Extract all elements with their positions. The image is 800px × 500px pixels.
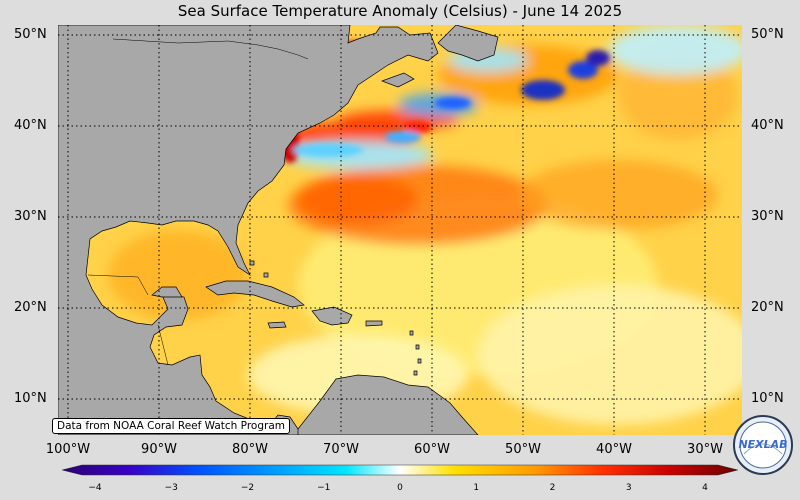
north-america [58, 25, 439, 435]
nexlab-logo: NEXLAB [733, 415, 793, 475]
lat-label-left: 30°N [14, 209, 47, 224]
lat-label-left: 50°N [14, 27, 47, 42]
lat-label-right: 10°N [751, 391, 784, 406]
lat-label-right: 50°N [751, 27, 784, 42]
colorbar-tick: −1 [317, 483, 331, 493]
lon-label: 80°W [232, 442, 268, 457]
colorbar [62, 464, 738, 476]
logo-text: NEXLAB [738, 438, 787, 451]
colorbar-fill [62, 464, 738, 476]
land [58, 25, 499, 435]
south-america [297, 374, 479, 435]
lon-label: 70°W [323, 442, 359, 457]
yucatan [151, 286, 183, 298]
colorbar-tick: 3 [625, 483, 632, 493]
lat-label-right: 40°N [751, 118, 784, 133]
colorbar-tick: 1 [473, 483, 480, 493]
lat-label-left: 10°N [14, 391, 47, 406]
lon-label: 30°W [687, 442, 723, 457]
map-title: Sea Surface Temperature Anomaly (Celsius… [177, 2, 623, 20]
lon-label: 60°W [414, 442, 450, 457]
cuba [205, 280, 305, 308]
lat-label-left: 40°N [14, 118, 47, 133]
lat-label-right: 30°N [751, 209, 784, 224]
nova-scotia [380, 72, 415, 88]
lon-label: 90°W [141, 442, 177, 457]
sst-anomaly-map [58, 25, 742, 435]
lon-label: 50°W [505, 442, 541, 457]
newfoundland [437, 25, 499, 62]
colorbar-tick: 4 [702, 483, 708, 493]
colorbar-tick: −2 [240, 483, 255, 493]
lat-label-right: 20°N [751, 300, 784, 315]
colorbar-tick: 0 [397, 483, 403, 493]
graticule [58, 25, 742, 435]
puerto-rico [365, 320, 383, 327]
jamaica [267, 321, 287, 329]
colorbar-tick: −4 [88, 483, 102, 493]
data-credit: Data from NOAA Coral Reef Watch Program [52, 418, 290, 434]
lat-label-left: 20°N [14, 300, 47, 315]
borders [87, 38, 309, 366]
hispaniola [311, 306, 353, 326]
colorbar-tick: 2 [549, 483, 556, 493]
lon-label: 100°W [45, 442, 91, 457]
colorbar-tick: −3 [164, 483, 178, 493]
lon-label: 40°W [596, 442, 632, 457]
